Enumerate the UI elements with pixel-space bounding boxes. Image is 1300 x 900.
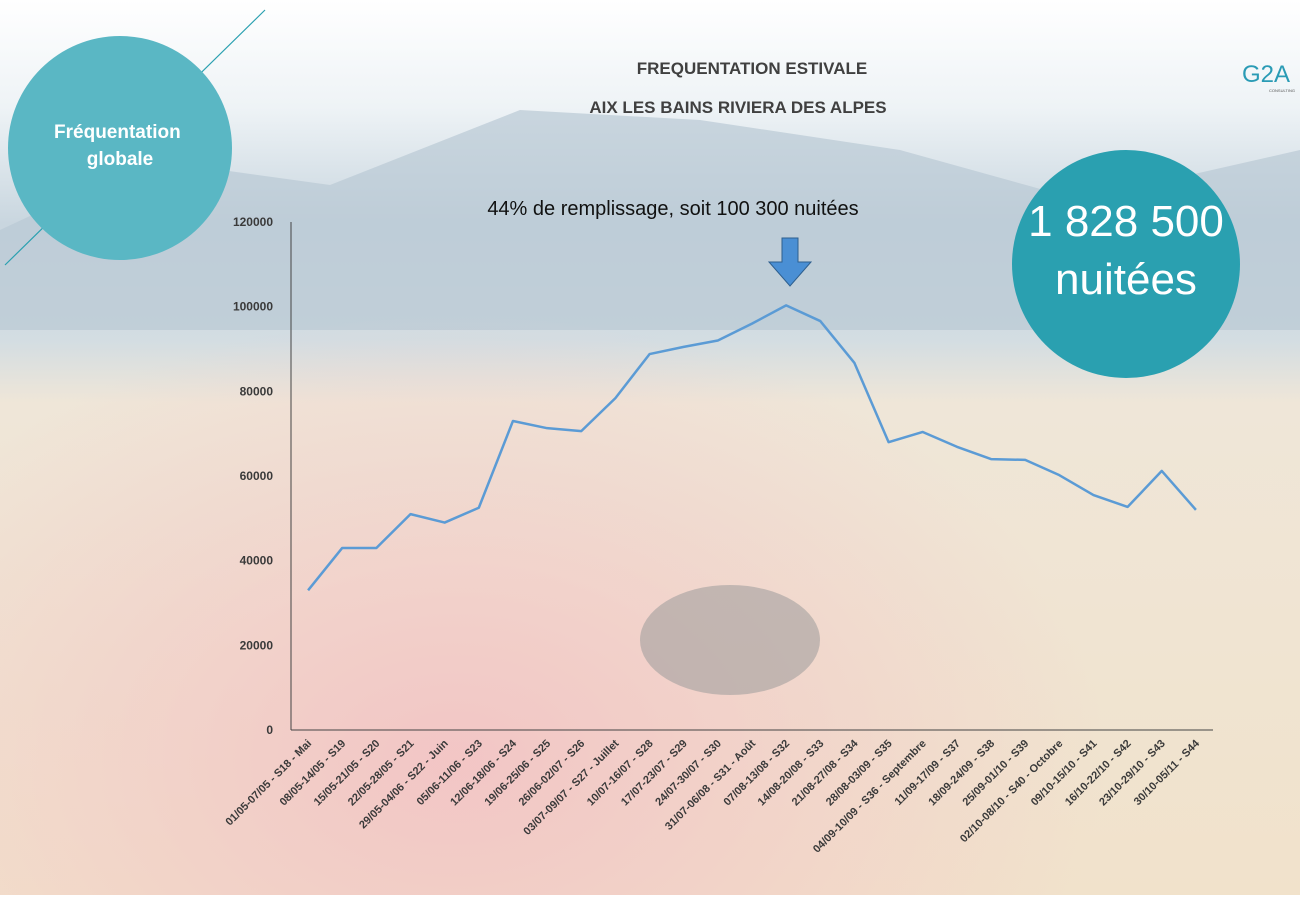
line-series xyxy=(307,304,1197,592)
cap xyxy=(640,585,820,695)
annotation-arrow xyxy=(767,237,813,287)
y-tick-label: 20000 xyxy=(240,638,274,652)
y-tick-label: 120000 xyxy=(233,215,273,229)
annotation: 44% de remplissage, soit 100 300 nuitées xyxy=(487,198,858,220)
badge-label: Fréquentation globale xyxy=(54,122,186,170)
y-tick-label: 100000 xyxy=(233,300,273,314)
y-tick-label: 80000 xyxy=(240,384,274,398)
badge-line: Fréquentation xyxy=(54,122,181,143)
y-tick-label: 60000 xyxy=(240,469,274,483)
y-tick-label: 40000 xyxy=(240,554,274,568)
total-value: 1 828 500 xyxy=(1028,197,1224,246)
total-circle xyxy=(1012,150,1240,378)
y-tick-label: 0 xyxy=(266,723,273,737)
chart-subtitle: AIX LES BAINS RIVIERA DES ALPES xyxy=(589,98,886,117)
chart-title: FREQUENTATION ESTIVALE xyxy=(637,59,867,78)
badge-line: globale xyxy=(87,149,154,170)
total-unit: nuitées xyxy=(1055,255,1197,304)
logo-tagline: CONSULTING xyxy=(1269,88,1295,93)
logo: G2A xyxy=(1242,61,1290,88)
badge-circle xyxy=(8,36,232,260)
